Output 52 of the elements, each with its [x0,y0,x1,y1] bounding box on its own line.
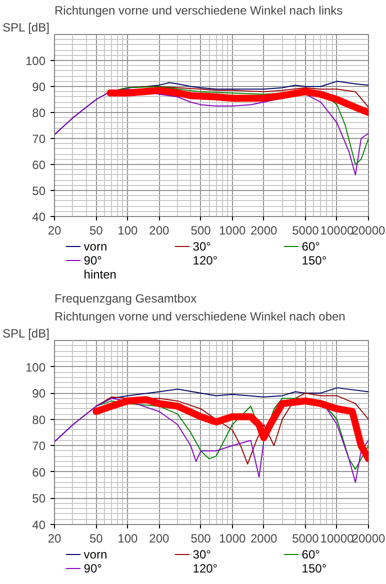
x-tick-label: 500 [190,532,212,546]
y-axis-title: SPL [dB] [2,326,50,340]
y-tick-label: 60 [32,465,46,480]
y-axis-title: SPL [dB] [2,20,50,34]
x-tick-label: 2000 [250,532,278,546]
x-tick-label: 100 [118,532,138,546]
x-tick-label: 20000 [352,532,386,546]
x-tick-label: 200 [149,532,170,546]
y-tick-label: 40 [32,210,46,224]
x-tick-label: 20 [48,224,62,238]
y-tick-label: 90 [32,80,46,94]
chart-subtitle: Richtungen vorne und verschiedene Winkel nach oben [54,310,346,324]
text: 150° [302,254,327,268]
chart-subtitle: Richtungen vorne und verschiedene Winkel nach links [54,4,343,18]
text: 150° [302,562,327,576]
x-tick-label: 5000 [292,532,320,546]
legend-label: 30° [192,548,212,562]
x-tick-label: 10000 [320,532,354,546]
x-tick-label: 5000 [292,224,320,238]
y-tick-label: 80 [32,106,46,120]
legend-label: 60° [302,548,320,562]
text: hinten [84,268,116,282]
x-tick-label: 100 [118,224,138,238]
x-tick-label: 200 [149,224,170,238]
legend-label: 60° [302,240,320,254]
legend-label: vorn [84,548,108,562]
legend-label: vorn [84,240,108,254]
x-tick-label: 50 [89,532,104,546]
y-tick-label: 70 [32,132,46,146]
chart-title: Frequenzgang Gesamtbox [54,292,197,306]
x-tick-label: 1000 [218,532,246,546]
x-tick-label: 1000 [218,224,246,238]
y-tick-label: 60 [32,158,46,172]
y-tick-label: 40 [32,518,46,532]
legend-label: 90° [84,254,102,268]
legend-label: 30° [192,240,212,254]
y-tick-label: 50 [32,492,46,506]
y-tick-label: 100 [25,54,46,68]
x-tick-label: 500 [190,224,212,238]
y-tick-label: 50 [32,184,46,198]
text: 120° [192,562,218,576]
x-tick-label: 10000 [320,224,354,238]
y-tick-label: 100 [25,360,46,374]
x-tick-label: 50 [89,224,104,238]
y-tick-label: 70 [32,439,46,454]
x-tick-label: 2000 [250,224,278,238]
x-tick-label: 20 [48,532,62,546]
y-tick-label: 90 [32,386,46,401]
x-tick-label: 20000 [352,224,386,238]
text: 120° [192,254,218,268]
y-tick-label: 80 [32,412,46,427]
legend-label: 90° [84,562,102,576]
